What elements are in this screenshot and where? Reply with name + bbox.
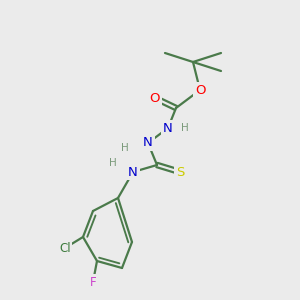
Text: F: F bbox=[90, 275, 96, 289]
Text: O: O bbox=[150, 92, 160, 104]
Text: H: H bbox=[121, 143, 129, 153]
Text: N: N bbox=[128, 166, 138, 178]
Text: N: N bbox=[163, 122, 173, 134]
Text: O: O bbox=[195, 83, 205, 97]
Text: H: H bbox=[109, 158, 117, 168]
Text: S: S bbox=[176, 166, 184, 178]
Text: N: N bbox=[143, 136, 153, 149]
Text: H: H bbox=[181, 123, 189, 133]
Text: Cl: Cl bbox=[59, 242, 71, 254]
